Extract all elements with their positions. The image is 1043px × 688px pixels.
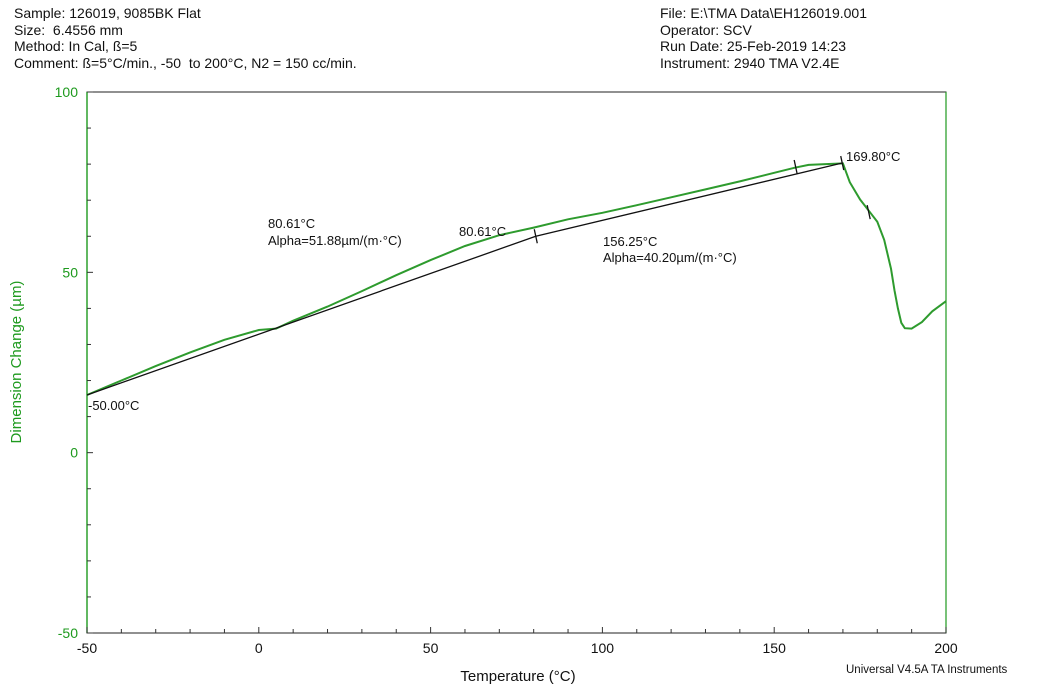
y-tick-label: 100: [55, 84, 79, 100]
instrument-line: Instrument: 2940 TMA V2.4E: [660, 54, 840, 71]
annotation-seg1-alpha: Alpha=51.88µm/(m·°C): [268, 233, 402, 248]
fit-line: [535, 162, 843, 237]
analysis-marker: [793, 159, 798, 175]
y-tick-label: 0: [70, 445, 78, 461]
x-tick-label: -50: [77, 640, 97, 656]
annotation-seg2-alpha: Alpha=40.20µm/(m·°C): [603, 250, 737, 265]
y-tick-label: 50: [62, 264, 78, 280]
analysis-marker: [840, 155, 845, 171]
run-date-line: Run Date: 25-Feb-2019 14:23: [660, 38, 847, 54]
x-tick-label: 150: [763, 640, 787, 656]
x-tick-label: 0: [255, 640, 263, 656]
y-tick-label: -50: [58, 625, 78, 641]
x-tick-label: 50: [423, 640, 439, 656]
comment-line: Comment: ß=5°C/min., -50 to 200°C, N2 = …: [14, 54, 357, 71]
annotation-seg1-temp: 80.61°C: [268, 216, 315, 231]
plot-frame: [86, 91, 947, 634]
analysis-marker: [533, 229, 538, 244]
operator-line: Operator: SCV: [660, 21, 752, 38]
annotation-left-onset: -50.00°C: [88, 398, 139, 413]
y-axis-title: Dimension Change (µm): [8, 281, 25, 444]
x-tick-label: 200: [934, 640, 958, 656]
x-tick-label: 100: [591, 640, 615, 656]
method-line: Method: In Cal, ß=5: [14, 38, 138, 54]
sample-line: Sample: 126019, 9085BK Flat: [14, 5, 201, 21]
x-axis-title: Temperature (°C): [460, 668, 575, 685]
size-line: Size: 6.4556 mm: [14, 21, 123, 38]
run-info: File: E:\TMA Data\EH126019.001 Operator:…: [660, 5, 867, 71]
annotation-seg2-temp: 156.25°C: [603, 234, 657, 249]
annotation-end-temp: 169.80°C: [846, 149, 900, 164]
annotation-point-temp: 80.61°C: [459, 224, 506, 239]
dimension-change-curve: [86, 162, 947, 396]
software-credit: Universal V4.5A TA Instruments: [846, 664, 1008, 676]
analysis-marker: [866, 204, 871, 220]
fit-line: [86, 235, 536, 396]
sample-info: Sample: 126019, 9085BK Flat Size: 6.4556…: [14, 5, 357, 71]
file-line: File: E:\TMA Data\EH126019.001: [660, 5, 867, 21]
